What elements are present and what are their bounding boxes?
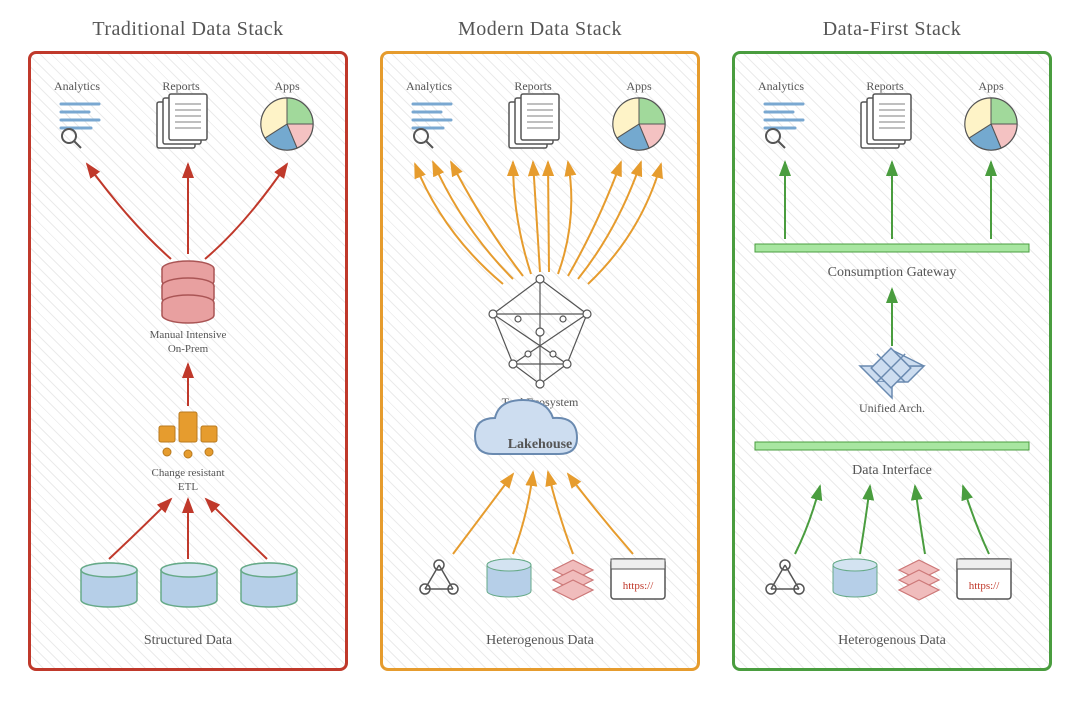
bottom-icons: https://: [766, 559, 1011, 600]
svg-text:https://: https://: [969, 580, 1001, 592]
panel-traditional: Analytics Reports Apps: [28, 51, 348, 671]
bottom-label: Heterogenous Data: [838, 633, 946, 648]
arrows-bar1-top: [785, 162, 991, 239]
column-title: Modern Data Stack: [458, 18, 622, 41]
bar-consumption: [755, 244, 1029, 252]
etl-label-1: Change resistant: [151, 467, 224, 479]
arrows-fanout: [415, 162, 661, 284]
diagram-page: Traditional Data Stack Analytics: [0, 0, 1080, 713]
svg-text:Reports: Reports: [866, 79, 904, 93]
svg-text:https://: https://: [623, 580, 655, 592]
svg-text:Analytics: Analytics: [758, 79, 804, 93]
arrows-bottom-etl: [109, 499, 267, 559]
reports-icon: Reports: [157, 79, 207, 148]
db-stack-icon: [162, 261, 214, 323]
pie-icon: Apps: [613, 79, 665, 150]
diamond-label: Unified Arch.: [859, 401, 925, 415]
pie-icon: Apps: [261, 79, 313, 150]
db-label-1: Manual Intensive: [150, 329, 227, 341]
svg-text:Analytics: Analytics: [406, 79, 452, 93]
bar-interface: [755, 442, 1029, 450]
svg-text:Apps: Apps: [626, 79, 652, 93]
column-title: Data-First Stack: [823, 18, 962, 41]
cloud-label: Lakehouse: [508, 437, 573, 452]
bar1-label: Consumption Gateway: [828, 265, 957, 280]
bar2-label: Data Interface: [852, 463, 932, 478]
column-datafirst: Data-First Stack Analytics Reports Apps: [732, 18, 1052, 701]
etl-label-2: ETL: [178, 481, 198, 493]
bottom-label: Heterogenous Data: [486, 633, 594, 648]
column-traditional: Traditional Data Stack Analytics: [28, 18, 348, 701]
panel-svg: Analytics Reports Apps: [31, 54, 345, 668]
svg-text:Reports: Reports: [514, 79, 552, 93]
db-label-2: On-Prem: [168, 343, 209, 355]
analytics-icon: Analytics: [758, 79, 804, 148]
bottom-db-icons: [81, 563, 297, 607]
diamond-icon-simple: [871, 348, 911, 388]
column-title: Traditional Data Stack: [92, 18, 283, 41]
arrows-bottom-bar2: [795, 486, 989, 554]
reports-icon: Reports: [861, 79, 911, 148]
panel-modern: Analytics Reports Apps: [380, 51, 700, 671]
network-icon: [489, 275, 591, 388]
svg-text:Apps: Apps: [978, 79, 1004, 93]
panel-datafirst: Analytics Reports Apps: [732, 51, 1052, 671]
bottom-label: Structured Data: [144, 633, 233, 648]
analytics-icon: Analytics: [406, 79, 452, 148]
analytics-icon: Analytics: [54, 79, 100, 148]
pie-icon: Apps: [965, 79, 1017, 150]
apps-label: Apps: [274, 79, 300, 93]
panel-svg: Analytics Reports Apps: [735, 54, 1049, 668]
bottom-icons: https://: [420, 559, 665, 600]
arrows-bottom-mid: [453, 472, 633, 554]
reports-label: Reports: [162, 79, 200, 93]
column-modern: Modern Data Stack Analytics Reports Apps: [380, 18, 700, 701]
panel-svg: Analytics Reports Apps: [383, 54, 697, 668]
reports-icon: Reports: [509, 79, 559, 148]
etl-icon: [159, 412, 217, 458]
analytics-label: Analytics: [54, 79, 100, 93]
arrows-mid-top: [87, 164, 287, 259]
